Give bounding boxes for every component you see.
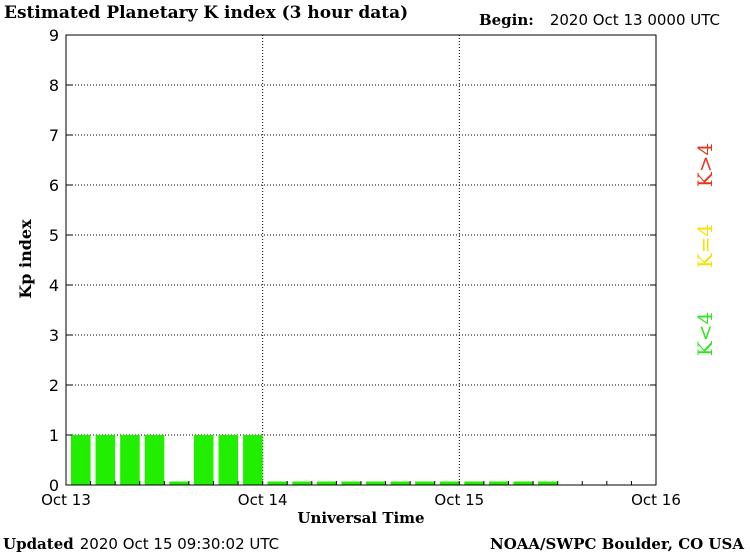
kp-bar [169, 481, 189, 485]
legend-k-greater: K>4 [693, 142, 717, 188]
kp-bar [341, 481, 361, 485]
y-tick-label: 6 [49, 176, 59, 195]
y-tick-label: 9 [49, 26, 59, 45]
x-axis-label: Universal Time [297, 509, 424, 527]
kp-bar [193, 435, 214, 485]
x-tick-label: Oct 14 [238, 491, 288, 509]
kp-bar [513, 481, 534, 485]
kp-bar [316, 481, 337, 485]
y-tick-label: 2 [49, 376, 59, 395]
kp-bar [243, 435, 263, 485]
grid-lines [66, 35, 656, 485]
x-ticks: Oct 13 Oct 14 Oct 15 Oct 16 [41, 481, 681, 509]
begin-value: 2020 Oct 13 0000 UTC [549, 11, 720, 29]
kp-bar [95, 435, 116, 485]
kp-bar [439, 481, 460, 485]
kp-bar [267, 481, 288, 485]
kp-bar [415, 481, 435, 485]
y-tick-label: 3 [49, 326, 59, 345]
y-ticks: 0 1 2 3 4 5 6 7 8 9 [49, 26, 656, 495]
chart-title: Estimated Planetary K index (3 hour data… [4, 3, 409, 23]
kp-bar [120, 435, 140, 485]
kp-bar [218, 435, 239, 485]
kp-bar [71, 435, 91, 485]
updated-label: Updated [3, 535, 74, 553]
y-tick-label: 7 [49, 126, 59, 145]
kp-bar [144, 435, 165, 485]
y-tick-label: 4 [49, 276, 59, 295]
x-tick-label: Oct 15 [434, 491, 484, 509]
y-tick-label: 1 [49, 426, 59, 445]
bar-series [71, 435, 558, 485]
kp-bar [366, 481, 386, 485]
kp-bar [464, 481, 484, 485]
plot-frame [65, 34, 657, 486]
credit-text: NOAA/SWPC Boulder, CO USA [489, 535, 744, 553]
kp-bar [390, 481, 411, 485]
y-axis-label: Kp index [16, 219, 35, 299]
begin-info: Begin: 2020 Oct 13 0000 UTC [479, 11, 720, 30]
legend-k-less: K<4 [693, 311, 717, 357]
updated-value: 2020 Oct 15 09:30:02 UTC [79, 535, 280, 553]
y-tick-label: 0 [49, 476, 59, 495]
x-tick-label: Oct 13 [41, 491, 91, 509]
legend-k-equal: K=4 [693, 223, 717, 269]
kp-bar [488, 481, 509, 485]
updated-info: Updated 2020 Oct 15 09:30:02 UTC [3, 535, 279, 554]
begin-label: Begin: [478, 11, 534, 29]
y-tick-label: 8 [49, 76, 59, 95]
x-tick-label: Oct 16 [631, 491, 681, 509]
kp-bar [538, 481, 558, 485]
y-tick-label: 5 [49, 226, 59, 245]
kp-bar [292, 481, 312, 485]
